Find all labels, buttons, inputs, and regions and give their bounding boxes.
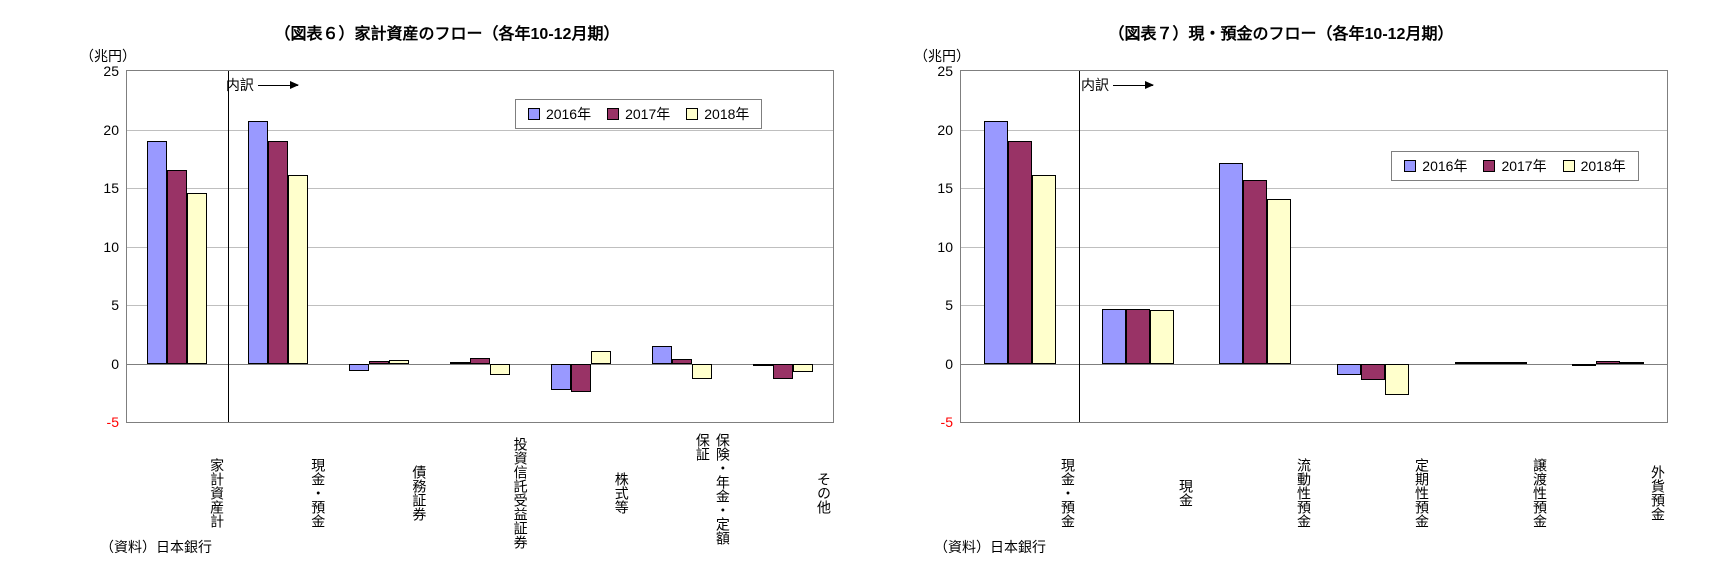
category-cell bbox=[1549, 71, 1667, 422]
chart6-area: （兆円） 内訳 2016年2017年2018年 -50510152025 家計資… bbox=[40, 50, 854, 553]
bar bbox=[187, 193, 207, 364]
category-cell bbox=[228, 71, 329, 422]
ytick-label: 0 bbox=[945, 356, 961, 372]
xlabel: 定期性預金 bbox=[1314, 427, 1432, 553]
bar bbox=[450, 362, 470, 364]
breakdown-divider bbox=[1079, 71, 1080, 422]
chart7-plot: 内訳 2016年2017年2018年 -50510152025 bbox=[960, 70, 1668, 423]
category-cell bbox=[430, 71, 531, 422]
bar bbox=[248, 121, 268, 363]
bar bbox=[369, 361, 389, 363]
bar bbox=[147, 141, 167, 363]
category-cell bbox=[631, 71, 732, 422]
bar bbox=[268, 141, 288, 363]
ytick-label: 15 bbox=[103, 180, 127, 196]
category-cell bbox=[329, 71, 430, 422]
chart7-xlabels: 現金・預金現金流動性預金定期性預金譲渡性預金外貨預金 bbox=[960, 427, 1668, 553]
xlabel: 投資信託受益証券 bbox=[429, 427, 530, 553]
category-cell bbox=[1079, 71, 1197, 422]
xlabel: 外貨預金 bbox=[1550, 427, 1668, 553]
category-cell bbox=[127, 71, 228, 422]
xlabel: 流動性預金 bbox=[1196, 427, 1314, 553]
category-cell bbox=[732, 71, 833, 422]
bar bbox=[288, 175, 308, 363]
bar bbox=[389, 360, 409, 364]
bar bbox=[167, 170, 187, 363]
bar bbox=[1572, 364, 1596, 366]
chart7-title: （図表７）現・預金のフロー（各年10-12月期） bbox=[874, 20, 1688, 44]
chart7-panel: （図表７）現・預金のフロー（各年10-12月期） （兆円） 内訳 2016年20… bbox=[874, 20, 1688, 553]
bar bbox=[652, 346, 672, 364]
bar bbox=[1126, 309, 1150, 364]
ytick-label: -5 bbox=[941, 414, 961, 430]
xlabel: 保険・年金・定額保証 bbox=[632, 427, 733, 553]
bar bbox=[1596, 361, 1620, 363]
bar bbox=[773, 364, 793, 379]
category-cell bbox=[1432, 71, 1550, 422]
bar bbox=[349, 364, 369, 371]
bars-row bbox=[961, 71, 1667, 422]
ytick-label: 20 bbox=[937, 122, 961, 138]
bar bbox=[984, 121, 1008, 363]
bar bbox=[1243, 180, 1267, 364]
bar bbox=[490, 364, 510, 376]
ytick-label: -5 bbox=[107, 414, 127, 430]
xlabel: 株式等 bbox=[531, 427, 632, 553]
bar bbox=[1620, 362, 1644, 364]
category-cell bbox=[1196, 71, 1314, 422]
bar bbox=[1385, 364, 1409, 396]
bar bbox=[672, 359, 692, 364]
bar bbox=[1337, 364, 1361, 376]
bar bbox=[571, 364, 591, 392]
bar bbox=[1361, 364, 1385, 380]
ytick-label: 10 bbox=[103, 239, 127, 255]
bar bbox=[793, 364, 813, 372]
ytick-label: 25 bbox=[937, 63, 961, 79]
bar bbox=[1102, 309, 1126, 364]
xlabel: 現金・預金 bbox=[960, 427, 1078, 553]
ytick-label: 10 bbox=[937, 239, 961, 255]
xlabel: 譲渡性預金 bbox=[1432, 427, 1550, 553]
breakdown-divider bbox=[228, 71, 229, 422]
chart6-xlabels: 家計資産計現金・預金債務証券投資信託受益証券株式等保険・年金・定額保証その他 bbox=[126, 427, 834, 553]
bar bbox=[1150, 310, 1174, 364]
bar bbox=[692, 364, 712, 379]
bar bbox=[1479, 362, 1503, 364]
category-cell bbox=[961, 71, 1079, 422]
category-cell bbox=[1314, 71, 1432, 422]
ytick-label: 5 bbox=[111, 297, 127, 313]
bar bbox=[1219, 163, 1243, 363]
xlabel: 債務証券 bbox=[328, 427, 429, 553]
chart6-source: （資料）日本銀行 bbox=[100, 537, 212, 557]
xlabel: その他 bbox=[733, 427, 834, 553]
bar bbox=[470, 358, 490, 364]
chart7-area: （兆円） 内訳 2016年2017年2018年 -50510152025 現金・… bbox=[874, 50, 1688, 553]
bar bbox=[753, 364, 773, 366]
xlabel: 現金・預金 bbox=[227, 427, 328, 553]
chart6-plot: 内訳 2016年2017年2018年 -50510152025 bbox=[126, 70, 834, 423]
xlabel: 現金 bbox=[1078, 427, 1196, 553]
xlabel: 家計資産計 bbox=[126, 427, 227, 553]
ytick-label: 20 bbox=[103, 122, 127, 138]
chart6-panel: （図表６）家計資産のフロー（各年10-12月期） （兆円） 内訳 2016年20… bbox=[40, 20, 854, 553]
bar bbox=[1455, 362, 1479, 364]
chart6-title: （図表６）家計資産のフロー（各年10-12月期） bbox=[40, 20, 854, 44]
bars-row bbox=[127, 71, 833, 422]
ytick-label: 25 bbox=[103, 63, 127, 79]
bar bbox=[551, 364, 571, 391]
ytick-label: 5 bbox=[945, 297, 961, 313]
chart7-source: （資料）日本銀行 bbox=[934, 537, 1046, 557]
category-cell bbox=[530, 71, 631, 422]
ytick-label: 15 bbox=[937, 180, 961, 196]
bar bbox=[1032, 175, 1056, 363]
bar bbox=[1267, 199, 1291, 364]
ytick-label: 0 bbox=[111, 356, 127, 372]
bar bbox=[591, 351, 611, 364]
bar bbox=[1503, 362, 1527, 364]
bar bbox=[1008, 141, 1032, 363]
